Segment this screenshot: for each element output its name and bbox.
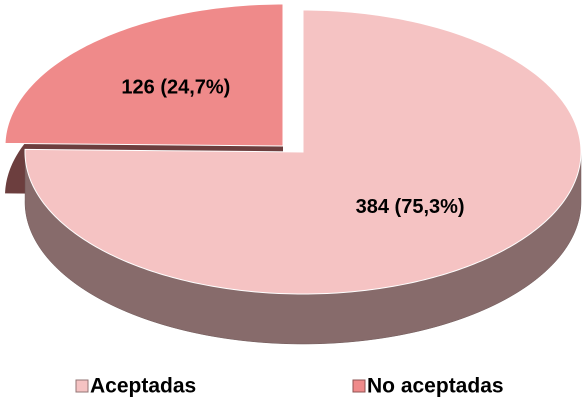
legend-label: No aceptadas [367,375,504,398]
legend-swatch [75,379,89,393]
legend-swatch [352,379,366,393]
slice-top [24,9,582,295]
slice-top [4,3,284,147]
pie-slice [24,9,582,345]
data-label: 384 (75,3%) [356,196,465,218]
data-label: 126 (24,7%) [121,77,230,99]
legend-label: Aceptadas [90,375,196,398]
